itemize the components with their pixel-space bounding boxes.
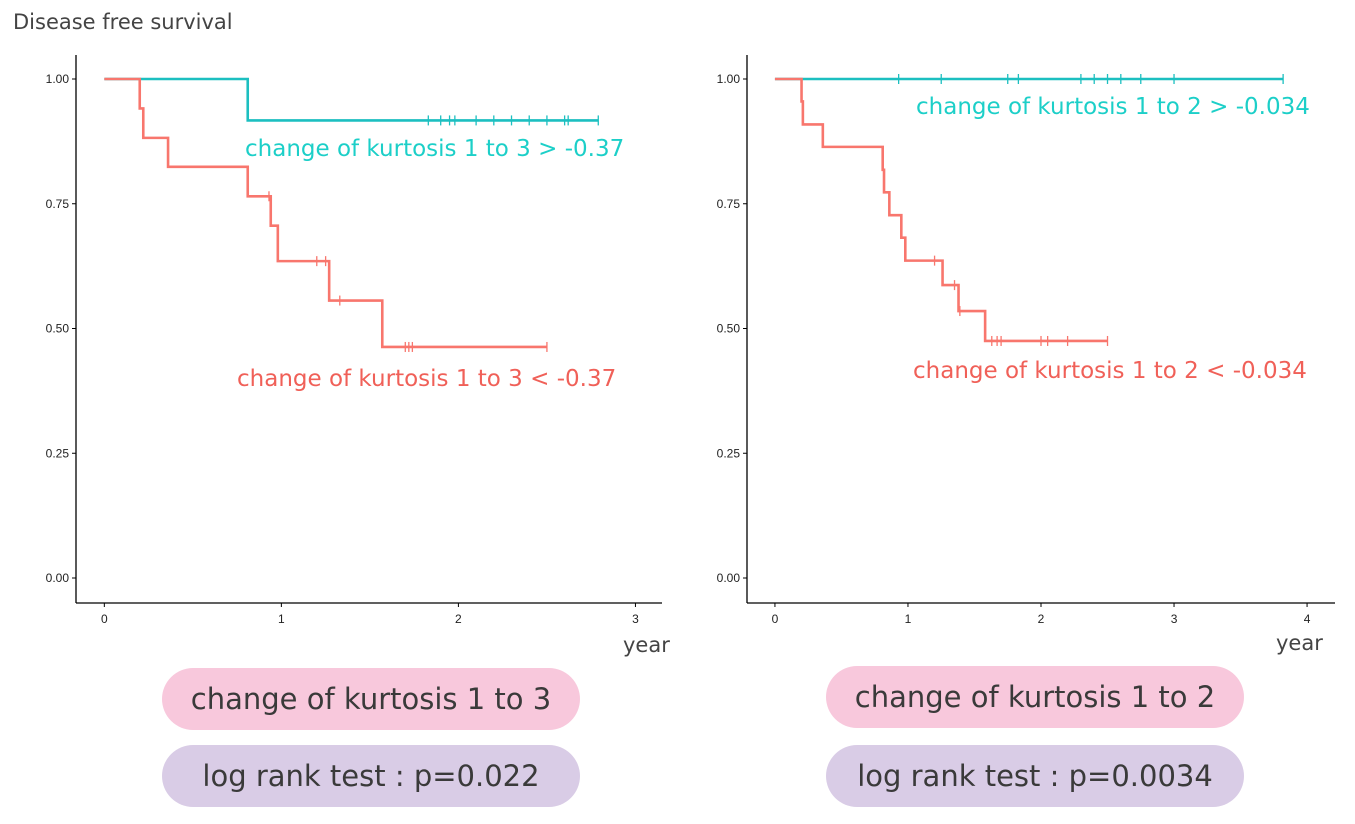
x-tick-label: 2 [455, 612, 462, 626]
y-tick-label: 0.50 [46, 322, 70, 336]
x-tick-label: 4 [1304, 612, 1311, 626]
x-axis-label-left: year [623, 633, 670, 657]
x-tick-label: 3 [632, 612, 639, 626]
x-tick-label: 0 [101, 612, 108, 626]
series-label-low-left: change of kurtosis 1 to 3 < -0.37 [237, 366, 616, 392]
y-tick-label: 0.50 [717, 322, 741, 336]
x-axis-label-right: year [1276, 631, 1323, 655]
survival-curve-low-left [104, 77, 547, 349]
y-tick-label: 0.75 [46, 197, 70, 211]
figure-title: Disease free survival [13, 10, 233, 34]
y-tick-label: 0.00 [717, 571, 741, 585]
survival-curve-high-left [104, 77, 599, 122]
series-label-high-left: change of kurtosis 1 to 3 > -0.37 [245, 136, 624, 162]
series-label-high-right: change of kurtosis 1 to 2 > -0.034 [916, 94, 1310, 120]
x-tick-label: 1 [278, 612, 285, 626]
x-tick-label: 3 [1171, 612, 1178, 626]
x-tick-label: 1 [905, 612, 912, 626]
y-tick-label: 1.00 [46, 72, 70, 86]
panel-label-left: change of kurtosis 1 to 3 [162, 668, 580, 730]
x-tick-label: 2 [1038, 612, 1045, 626]
y-tick-label: 0.25 [46, 446, 70, 460]
series-label-low-right: change of kurtosis 1 to 2 < -0.034 [913, 358, 1307, 384]
test-label-left: log rank test : p=0.022 [162, 745, 580, 807]
y-tick-label: 0.25 [717, 446, 741, 460]
panel-label-right: change of kurtosis 1 to 2 [826, 666, 1244, 728]
y-tick-label: 1.00 [717, 72, 741, 86]
survival-curve-low-right [774, 77, 1108, 343]
y-tick-label: 0.00 [46, 571, 70, 585]
y-tick-label: 0.75 [717, 197, 741, 211]
test-label-right: log rank test : p=0.0034 [826, 745, 1244, 807]
x-tick-label: 0 [772, 612, 779, 626]
